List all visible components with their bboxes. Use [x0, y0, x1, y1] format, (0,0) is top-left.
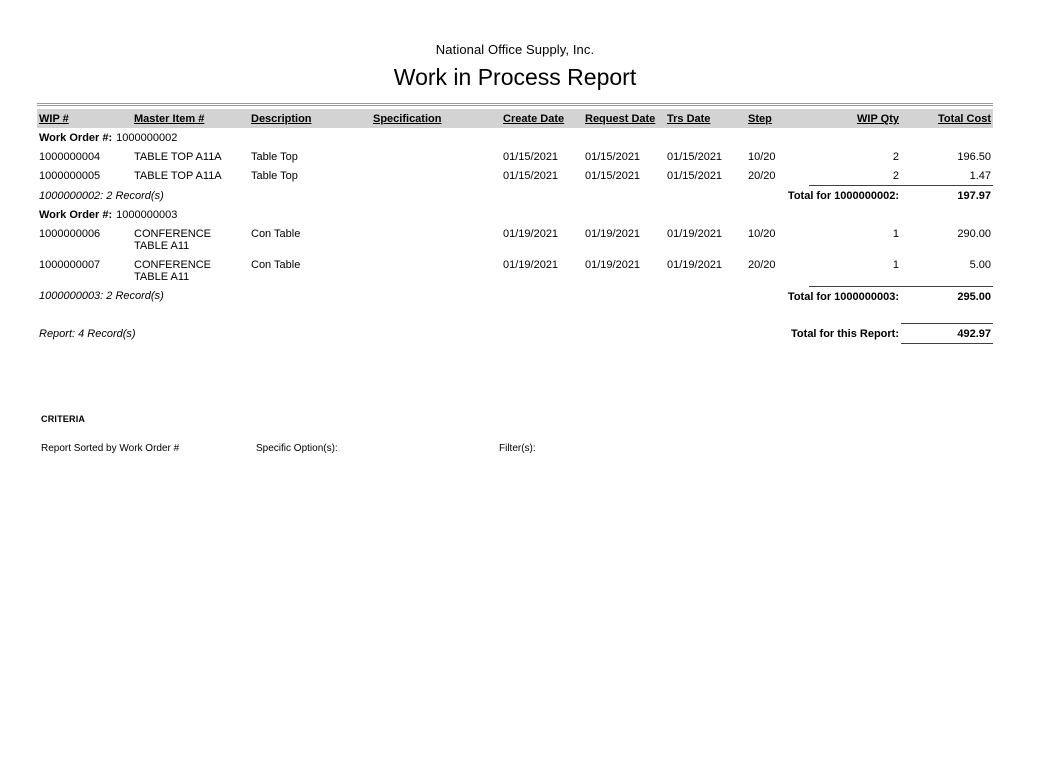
cell-total-cost: 5.00 [901, 255, 993, 287]
cell-description: Con Table [251, 259, 301, 271]
cell-trs-date: 01/15/2021 [667, 170, 723, 182]
table-row: 1000000007 CONFERENCE TABLE A11 Con Tabl… [37, 255, 993, 287]
cell-description: Con Table [251, 228, 301, 240]
criteria-specific-options-label: Specific Option(s): [256, 443, 338, 454]
group-record-count: 1000000002: 2 Record(s) [39, 189, 164, 202]
cell-step: 10/20 [748, 151, 776, 163]
cell-create-date: 01/15/2021 [503, 151, 559, 163]
cell-specification [371, 147, 501, 166]
cell-wip-qty: 2 [809, 166, 901, 186]
cell-wip-qty: 1 [809, 255, 901, 287]
cell-master-item: CONFERENCE TABLE A11 [134, 228, 212, 252]
table-row: 1000000006 CONFERENCE TABLE A11 Con Tabl… [37, 224, 993, 255]
report-record-count: Report: 4 Record(s) [39, 327, 136, 340]
cell-trs-date: 01/19/2021 [667, 228, 723, 240]
work-order-number: 1000000002 [116, 132, 178, 144]
report-table: WIP # Master Item # Description Specific… [37, 109, 993, 344]
table-row: 1000000004 TABLE TOP A11A Table Top 01/1… [37, 147, 993, 166]
cell-step: 20/20 [748, 259, 776, 271]
column-header-wip-qty-label: WIP Qty [857, 113, 899, 125]
group-footer-row: 1000000002: 2 Record(s) Total for 100000… [37, 186, 993, 206]
cell-create-date: 01/19/2021 [503, 259, 559, 271]
column-header-master-item: Master Item # [132, 109, 249, 128]
cell-master-item: TABLE TOP A11A [134, 170, 222, 182]
cell-wip-qty: 1 [892, 228, 899, 240]
group-header-cell: Work Order #: 1000000002 [37, 128, 993, 147]
group-header-row: Work Order #: 1000000002 [37, 128, 993, 147]
criteria-row: Report Sorted by Work Order # Specific O… [41, 443, 993, 454]
column-header-wip-label: WIP # [39, 113, 69, 125]
cell-total-cost: 1.47 [901, 166, 993, 186]
column-header-wip-qty: WIP Qty [809, 109, 901, 128]
group-total-label: Total for 1000000003: [787, 290, 899, 303]
column-header-wip: WIP # [37, 109, 132, 128]
criteria-heading: CRITERIA [41, 414, 86, 424]
cell-wip-number: 1000000005 [39, 170, 101, 182]
column-header-request-date: Request Date [583, 109, 665, 128]
column-header-master-item-label: Master Item # [134, 113, 205, 125]
column-header-trs-date-label: Trs Date [667, 113, 711, 125]
group-record-count: 1000000003: 2 Record(s) [39, 290, 164, 302]
cell-request-date: 01/15/2021 [585, 151, 641, 163]
table-header-row: WIP # Master Item # Description Specific… [37, 109, 993, 128]
column-header-specification: Specification [371, 109, 501, 128]
spacer-row [37, 306, 993, 324]
column-header-description: Description [249, 109, 371, 128]
report-page: National Office Supply, Inc. Work in Pro… [37, 42, 993, 454]
header-rule [37, 103, 993, 106]
cell-request-date: 01/15/2021 [585, 170, 641, 182]
column-header-step-label: Step [748, 113, 772, 125]
group-total-value: 295.00 [957, 290, 991, 303]
cell-master-item: CONFERENCE TABLE A11 [134, 259, 212, 283]
criteria-sorted-by: Report Sorted by Work Order # [41, 443, 180, 454]
column-header-create-date-label: Create Date [503, 113, 565, 125]
cell-specification [371, 166, 501, 186]
work-order-number: 1000000003 [116, 209, 178, 221]
criteria-filters-label: Filter(s): [499, 443, 536, 454]
column-header-request-date-label: Request Date [585, 113, 656, 125]
group-total-label: Total for 1000000002: [787, 190, 899, 202]
group-header-row: Work Order #: 1000000003 [37, 205, 993, 224]
cell-specification [371, 224, 501, 255]
company-name: National Office Supply, Inc. [435, 42, 595, 57]
column-header-total-cost-label: Total Cost [938, 113, 991, 125]
group-total-value: 197.97 [957, 190, 991, 202]
cell-trs-date: 01/15/2021 [667, 151, 723, 163]
spacer-cell [37, 306, 993, 324]
column-header-specification-label: Specification [373, 113, 442, 125]
cell-create-date: 01/15/2021 [503, 170, 559, 182]
column-header-total-cost: Total Cost [901, 109, 993, 128]
column-header-create-date: Create Date [501, 109, 583, 128]
cell-create-date: 01/19/2021 [503, 228, 559, 240]
group-header-cell: Work Order #: 1000000003 [37, 205, 993, 224]
cell-description: Table Top [251, 151, 298, 163]
cell-wip-qty: 2 [892, 151, 899, 163]
report-footer-row: Report: 4 Record(s) Total for this Repor… [37, 323, 993, 344]
cell-step: 20/20 [748, 170, 776, 182]
cell-trs-date: 01/19/2021 [667, 259, 723, 271]
report-total-label: Total for this Report: [791, 327, 899, 340]
report-title: Work in Process Report [393, 64, 637, 90]
cell-total-cost: 196.50 [957, 151, 991, 163]
cell-step: 10/20 [748, 228, 776, 240]
cell-request-date: 01/19/2021 [585, 259, 641, 271]
cell-description: Table Top [251, 170, 298, 182]
cell-wip-number: 1000000004 [39, 151, 101, 163]
column-header-step: Step [746, 109, 809, 128]
cell-request-date: 01/19/2021 [585, 228, 641, 240]
cell-total-cost: 290.00 [957, 228, 991, 240]
cell-master-item: TABLE TOP A11A [134, 151, 222, 163]
work-order-label: Work Order #: [39, 132, 113, 144]
report-total-value: 492.97 [901, 323, 993, 344]
group-footer-row: 1000000003: 2 Record(s) Total for 100000… [37, 286, 993, 306]
cell-specification [371, 255, 501, 286]
cell-wip-number: 1000000007 [39, 259, 101, 271]
work-order-label: Work Order #: [39, 209, 113, 221]
column-header-trs-date: Trs Date [665, 109, 746, 128]
table-row: 1000000005 TABLE TOP A11A Table Top 01/1… [37, 166, 993, 186]
cell-wip-number: 1000000006 [39, 228, 101, 240]
column-header-description-label: Description [251, 113, 312, 125]
